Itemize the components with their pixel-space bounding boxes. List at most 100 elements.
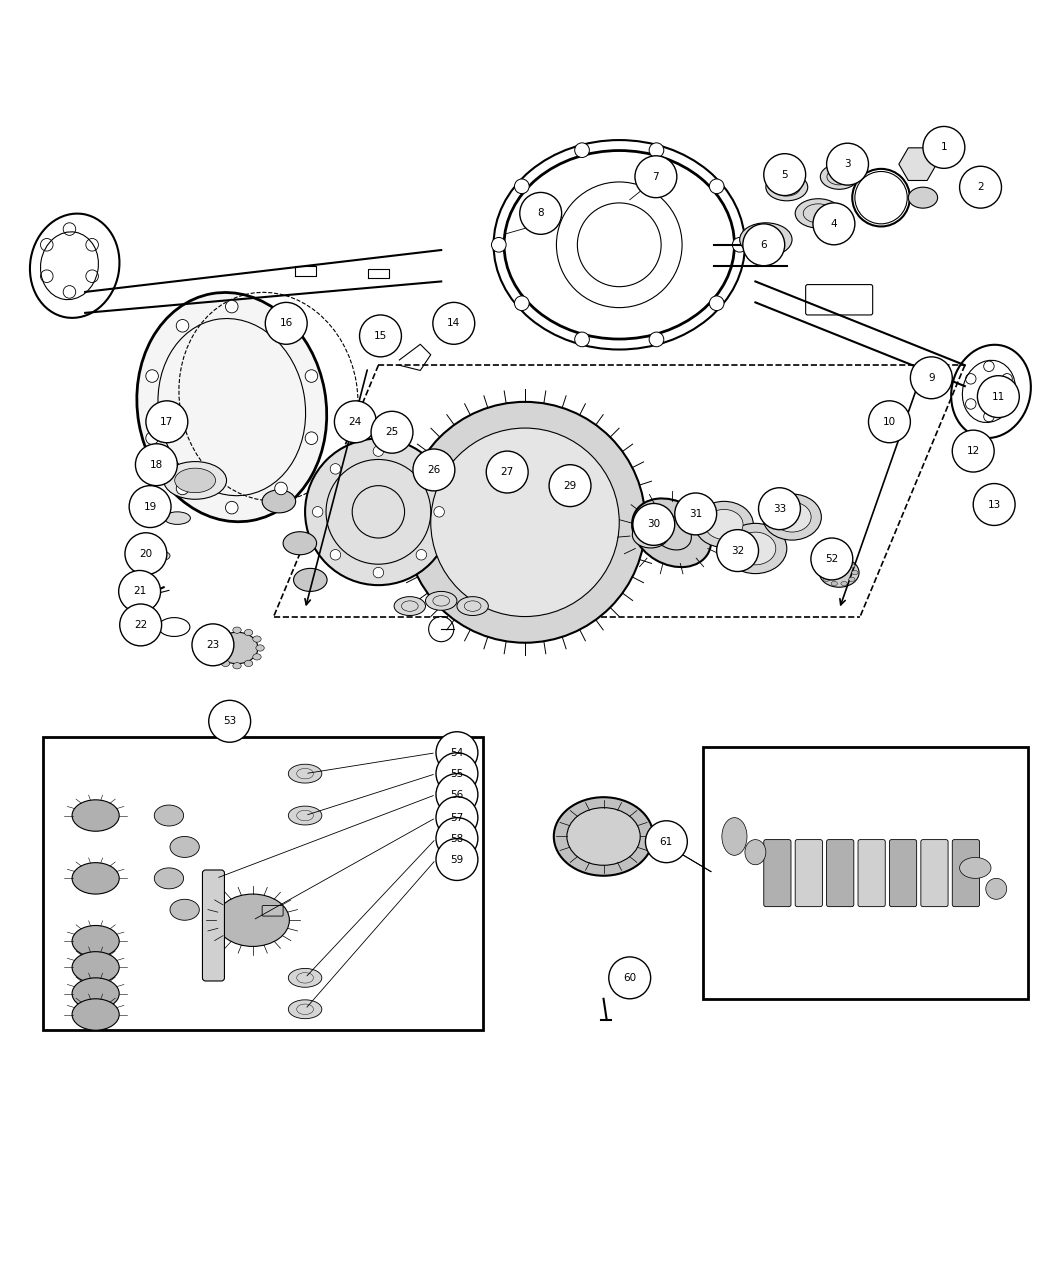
- Circle shape: [119, 570, 161, 612]
- Circle shape: [146, 432, 159, 445]
- FancyBboxPatch shape: [826, 840, 854, 907]
- Ellipse shape: [233, 663, 242, 669]
- Ellipse shape: [852, 570, 858, 575]
- Circle shape: [146, 400, 188, 442]
- Circle shape: [359, 315, 401, 357]
- Ellipse shape: [425, 592, 457, 611]
- Circle shape: [952, 430, 994, 472]
- Circle shape: [430, 428, 620, 617]
- Text: 3: 3: [844, 159, 850, 170]
- Circle shape: [514, 179, 529, 194]
- Circle shape: [973, 483, 1015, 525]
- Circle shape: [330, 464, 340, 474]
- Text: 55: 55: [450, 769, 463, 779]
- Circle shape: [710, 296, 724, 311]
- Ellipse shape: [216, 632, 258, 664]
- Ellipse shape: [289, 1000, 322, 1019]
- FancyBboxPatch shape: [704, 747, 1028, 998]
- Circle shape: [371, 412, 413, 453]
- Ellipse shape: [170, 899, 200, 921]
- FancyBboxPatch shape: [763, 840, 791, 907]
- Text: 57: 57: [450, 812, 463, 822]
- Ellipse shape: [960, 857, 991, 878]
- Circle shape: [129, 486, 171, 528]
- Circle shape: [868, 400, 910, 442]
- Ellipse shape: [819, 558, 859, 588]
- Ellipse shape: [820, 570, 826, 575]
- Ellipse shape: [253, 636, 261, 643]
- Ellipse shape: [170, 836, 200, 857]
- Circle shape: [574, 143, 589, 158]
- Ellipse shape: [820, 164, 858, 189]
- Circle shape: [433, 302, 475, 344]
- Circle shape: [574, 332, 589, 347]
- Circle shape: [352, 414, 373, 435]
- Text: 25: 25: [385, 427, 399, 437]
- Text: 2: 2: [978, 182, 984, 193]
- Circle shape: [416, 464, 426, 474]
- Text: 22: 22: [134, 620, 147, 630]
- Circle shape: [978, 376, 1020, 418]
- Circle shape: [763, 154, 805, 195]
- Ellipse shape: [233, 627, 242, 634]
- Circle shape: [436, 732, 478, 774]
- Text: 59: 59: [450, 854, 463, 864]
- Circle shape: [125, 533, 167, 575]
- Text: 29: 29: [564, 481, 576, 491]
- Text: 8: 8: [538, 208, 544, 218]
- Text: 17: 17: [161, 417, 173, 427]
- Ellipse shape: [632, 499, 711, 567]
- Text: 53: 53: [223, 717, 236, 727]
- Circle shape: [491, 237, 506, 252]
- Circle shape: [910, 357, 952, 399]
- Ellipse shape: [72, 998, 120, 1030]
- Circle shape: [732, 237, 747, 252]
- Ellipse shape: [832, 560, 838, 564]
- Ellipse shape: [841, 560, 847, 564]
- Ellipse shape: [154, 805, 184, 826]
- Text: 10: 10: [883, 417, 896, 427]
- Text: 21: 21: [133, 586, 146, 597]
- Circle shape: [120, 604, 162, 646]
- FancyBboxPatch shape: [921, 840, 948, 907]
- Circle shape: [176, 482, 189, 495]
- Ellipse shape: [158, 552, 170, 560]
- Ellipse shape: [210, 645, 218, 652]
- Ellipse shape: [735, 532, 776, 565]
- Circle shape: [514, 296, 529, 311]
- Ellipse shape: [795, 199, 841, 228]
- FancyBboxPatch shape: [43, 737, 483, 1030]
- Ellipse shape: [739, 223, 792, 256]
- Ellipse shape: [908, 187, 938, 208]
- Circle shape: [436, 817, 478, 859]
- FancyBboxPatch shape: [262, 905, 284, 915]
- Text: 33: 33: [773, 504, 786, 514]
- Ellipse shape: [213, 636, 222, 643]
- Ellipse shape: [213, 654, 222, 660]
- Circle shape: [436, 774, 478, 816]
- Circle shape: [275, 482, 288, 495]
- Ellipse shape: [222, 630, 230, 636]
- Ellipse shape: [174, 468, 215, 492]
- Ellipse shape: [841, 581, 847, 585]
- Circle shape: [811, 538, 853, 580]
- Circle shape: [306, 432, 318, 445]
- Text: 7: 7: [653, 172, 659, 182]
- Circle shape: [646, 821, 688, 863]
- Circle shape: [373, 567, 383, 578]
- Text: 30: 30: [647, 519, 660, 529]
- Text: 52: 52: [825, 553, 839, 564]
- Text: 5: 5: [781, 170, 788, 180]
- Circle shape: [373, 446, 383, 456]
- Ellipse shape: [72, 863, 120, 894]
- Ellipse shape: [457, 597, 488, 616]
- Circle shape: [813, 203, 855, 245]
- Ellipse shape: [695, 501, 753, 547]
- Circle shape: [434, 506, 444, 518]
- Polygon shape: [899, 148, 937, 181]
- Circle shape: [520, 193, 562, 235]
- Text: 27: 27: [501, 467, 513, 477]
- Text: 26: 26: [427, 465, 441, 476]
- Circle shape: [549, 464, 591, 506]
- Text: 60: 60: [623, 973, 636, 983]
